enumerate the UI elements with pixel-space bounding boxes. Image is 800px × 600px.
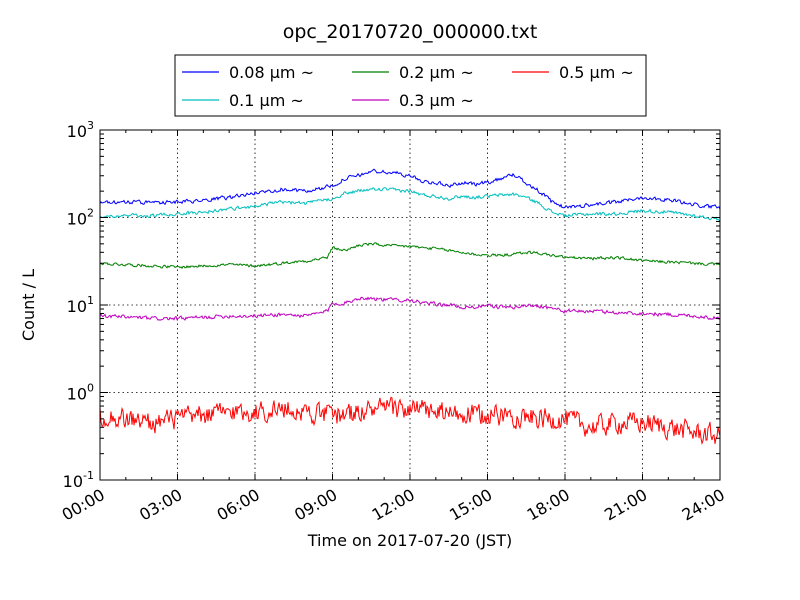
y-tick-label: 103 <box>67 119 94 141</box>
legend-label-0: 0.08 μm ~ <box>229 63 314 82</box>
plot-area <box>99 130 721 480</box>
x-axis-label: Time on 2017-07-20 (JST) <box>307 531 512 550</box>
legend: 0.08 μm ~ 0.1 μm ~ 0.2 μm ~ 0.3 μm ~ 0.5 μm … <box>174 54 647 117</box>
series-line-2 <box>99 242 721 270</box>
y-tick-label: 101 <box>67 294 94 316</box>
chart-title: opc_20170720_000000.txt <box>283 21 538 43</box>
y-axis-label: Count / L <box>19 269 38 341</box>
series-line-1 <box>99 187 721 222</box>
legend-label-2: 0.2 μm ~ <box>399 63 474 82</box>
series-line-4 <box>99 396 721 445</box>
y-tick-label: 102 <box>67 207 94 229</box>
legend-frame <box>174 54 647 117</box>
y-tick-label: 100 <box>67 382 94 404</box>
series-line-3 <box>99 296 721 321</box>
y-tick-label: 10-1 <box>63 469 94 491</box>
legend-label-4: 0.5 μm ~ <box>559 63 634 82</box>
series-line-0 <box>99 168 721 210</box>
legend-label-1: 0.1 μm ~ <box>229 91 304 110</box>
legend-label-3: 0.3 μm ~ <box>399 91 474 110</box>
